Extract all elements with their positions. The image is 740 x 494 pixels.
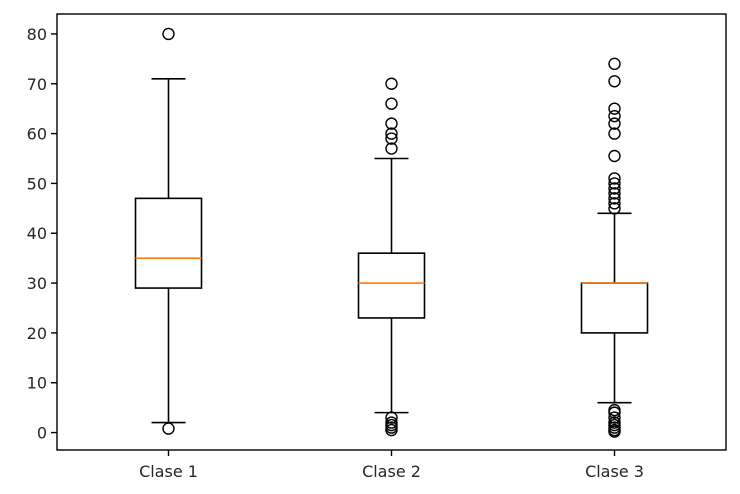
x-tick-label: Clase 2 bbox=[362, 462, 421, 481]
outlier-point bbox=[608, 182, 621, 195]
outlier-point bbox=[608, 75, 621, 88]
iqr-box bbox=[357, 252, 426, 319]
box-group bbox=[134, 27, 203, 435]
y-tick-label: 0 bbox=[37, 424, 47, 443]
outlier-point bbox=[608, 127, 621, 140]
outlier-point bbox=[608, 172, 621, 185]
y-tick-label: 60 bbox=[27, 125, 47, 144]
y-tick-label: 10 bbox=[27, 374, 47, 393]
outlier-point bbox=[608, 187, 621, 200]
outlier-point bbox=[385, 142, 398, 155]
y-tick-label: 80 bbox=[27, 25, 47, 44]
plot-axes: 0 10 20 30 40 50 60 70 80 Clase 1 Clase 2 Clase 3 bbox=[27, 13, 727, 481]
outlier-point bbox=[162, 422, 175, 435]
y-tick-label: 40 bbox=[27, 224, 47, 243]
outlier-point bbox=[608, 109, 621, 123]
outlier-point bbox=[608, 202, 621, 215]
outlier-point bbox=[608, 177, 621, 190]
box-group bbox=[357, 77, 426, 437]
outlier-point bbox=[385, 127, 398, 140]
iqr-box bbox=[134, 197, 203, 289]
outlier-point bbox=[385, 97, 398, 110]
outlier-point bbox=[608, 411, 621, 424]
y-tick-label: 20 bbox=[27, 324, 47, 343]
outlier-point bbox=[608, 425, 621, 438]
outlier-point bbox=[385, 423, 398, 437]
outlier-point bbox=[608, 117, 621, 130]
outlier-point bbox=[608, 149, 621, 163]
y-tick-label: 30 bbox=[27, 274, 47, 293]
x-tick-label: Clase 1 bbox=[139, 462, 198, 481]
outlier-point bbox=[608, 57, 621, 71]
outlier-point bbox=[385, 117, 398, 130]
outlier-point bbox=[608, 406, 621, 419]
box-group bbox=[580, 57, 649, 438]
outlier-point bbox=[162, 27, 175, 41]
outlier-point bbox=[385, 132, 398, 145]
outlier-point bbox=[385, 77, 398, 90]
outlier-point bbox=[608, 102, 621, 115]
y-tick-label: 50 bbox=[27, 174, 47, 193]
iqr-box bbox=[580, 282, 649, 334]
outlier-point bbox=[608, 192, 621, 205]
y-tick-label: 70 bbox=[27, 75, 47, 94]
x-tick-label: Clase 3 bbox=[585, 462, 644, 481]
plot-marks bbox=[134, 27, 649, 438]
outlier-point bbox=[385, 411, 398, 424]
outlier-point bbox=[608, 197, 621, 210]
